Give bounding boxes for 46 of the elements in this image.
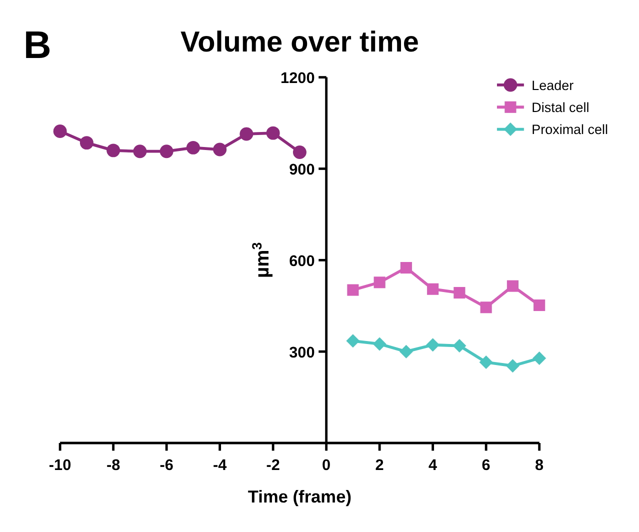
x-tick-label: 2 xyxy=(375,456,384,474)
x-tick-label: 6 xyxy=(482,456,490,474)
x-tick-label: 4 xyxy=(428,456,438,474)
x-tick-label: -2 xyxy=(266,456,280,474)
point xyxy=(292,146,306,159)
point xyxy=(399,344,413,358)
legend-label: Distal cell xyxy=(532,100,590,115)
point xyxy=(213,142,227,156)
x-tick-label: -6 xyxy=(160,456,174,474)
point xyxy=(400,262,412,274)
point xyxy=(346,334,360,348)
x-tick-label: -10 xyxy=(48,456,72,474)
point xyxy=(133,144,147,158)
point xyxy=(532,352,546,366)
x-tick-label: 0 xyxy=(322,456,331,474)
point xyxy=(480,302,492,314)
y-tick-label: 300 xyxy=(289,344,315,362)
chart-title: Volume over time xyxy=(180,26,419,58)
text: B xyxy=(23,24,52,68)
point xyxy=(506,280,518,292)
legend-label: Leader xyxy=(532,78,574,93)
point xyxy=(479,356,493,369)
point xyxy=(186,140,200,154)
point xyxy=(53,124,67,138)
x-tick-label: -4 xyxy=(212,456,228,474)
point xyxy=(374,276,386,288)
x-tick-label: -8 xyxy=(106,456,121,474)
point xyxy=(160,144,174,158)
point xyxy=(454,286,466,299)
point xyxy=(372,337,386,351)
point xyxy=(506,359,520,373)
point xyxy=(347,284,359,296)
legend-label: Proximal cell xyxy=(532,122,608,138)
y-tick-label: 900 xyxy=(289,161,315,178)
point xyxy=(534,299,546,312)
point xyxy=(80,136,94,150)
point xyxy=(240,127,254,141)
y-tick-label: 1200 xyxy=(280,70,315,88)
point xyxy=(106,144,120,158)
y-tick-label: 600 xyxy=(289,252,315,270)
point xyxy=(427,283,439,295)
point xyxy=(452,339,466,353)
x-tick-label: 8 xyxy=(535,456,544,474)
x-axis-title: Time (frame) xyxy=(248,486,352,507)
point xyxy=(266,126,280,140)
point xyxy=(426,338,440,352)
